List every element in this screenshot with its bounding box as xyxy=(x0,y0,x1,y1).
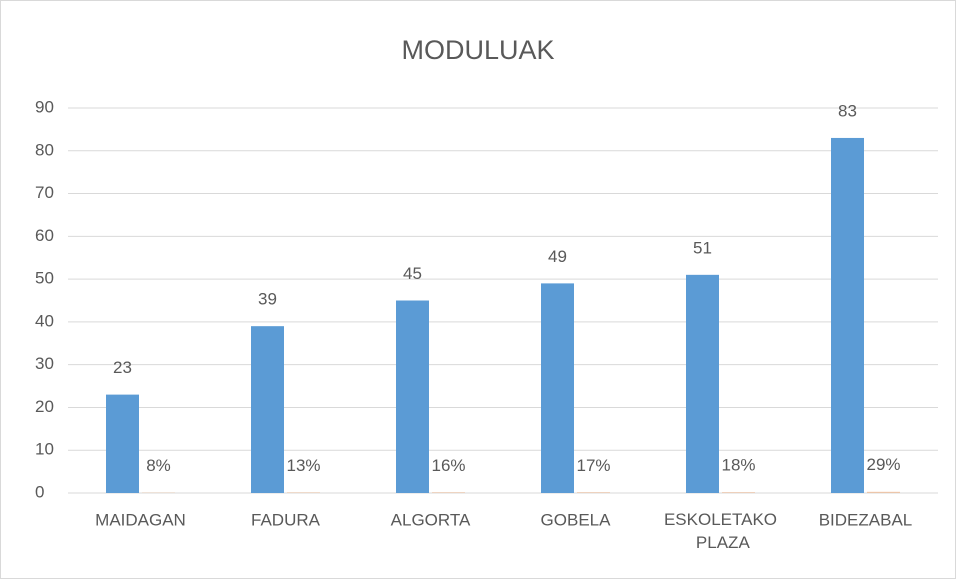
data-label: 83 xyxy=(838,101,857,120)
x-tick-label: GOBELA xyxy=(541,510,612,529)
chart-title: MODULUAK xyxy=(401,35,554,65)
data-label: 51 xyxy=(693,238,712,257)
x-tick-label: MAIDAGAN xyxy=(95,510,186,529)
bar xyxy=(287,492,320,493)
y-tick-label: 50 xyxy=(35,269,54,288)
bar xyxy=(251,326,284,493)
data-label: 18% xyxy=(721,456,755,475)
bar xyxy=(396,300,429,493)
bar xyxy=(577,492,610,493)
y-tick-label: 40 xyxy=(35,311,54,330)
x-tick-label: BIDEZABAL xyxy=(819,510,913,529)
y-tick-label: 70 xyxy=(35,183,54,202)
data-label: 13% xyxy=(286,456,320,475)
y-tick-label: 0 xyxy=(35,482,44,501)
y-tick-label: 30 xyxy=(35,354,54,373)
y-tick-label: 20 xyxy=(35,397,54,416)
data-label: 23 xyxy=(113,358,132,377)
data-label: 45 xyxy=(403,264,422,283)
y-tick-label: 90 xyxy=(35,97,54,116)
data-label: 49 xyxy=(548,247,567,266)
bar xyxy=(722,492,755,493)
y-tick-label: 80 xyxy=(35,140,54,159)
y-tick-label: 10 xyxy=(35,440,54,459)
bar xyxy=(106,394,139,493)
y-tick-label: 60 xyxy=(35,226,54,245)
x-tick-label: ALGORTA xyxy=(391,510,471,529)
bar xyxy=(432,492,465,493)
x-tick-label: FADURA xyxy=(251,510,321,529)
data-label: 8% xyxy=(146,456,171,475)
data-label: 29% xyxy=(866,455,900,474)
data-label: 16% xyxy=(431,456,465,475)
data-label: 17% xyxy=(576,456,610,475)
bar xyxy=(867,491,900,493)
data-label: 39 xyxy=(258,290,277,309)
bar xyxy=(831,137,864,493)
bar xyxy=(686,274,719,493)
bar xyxy=(541,283,574,493)
x-tick-label: ESKOLETAKO PLAZA xyxy=(664,510,777,552)
